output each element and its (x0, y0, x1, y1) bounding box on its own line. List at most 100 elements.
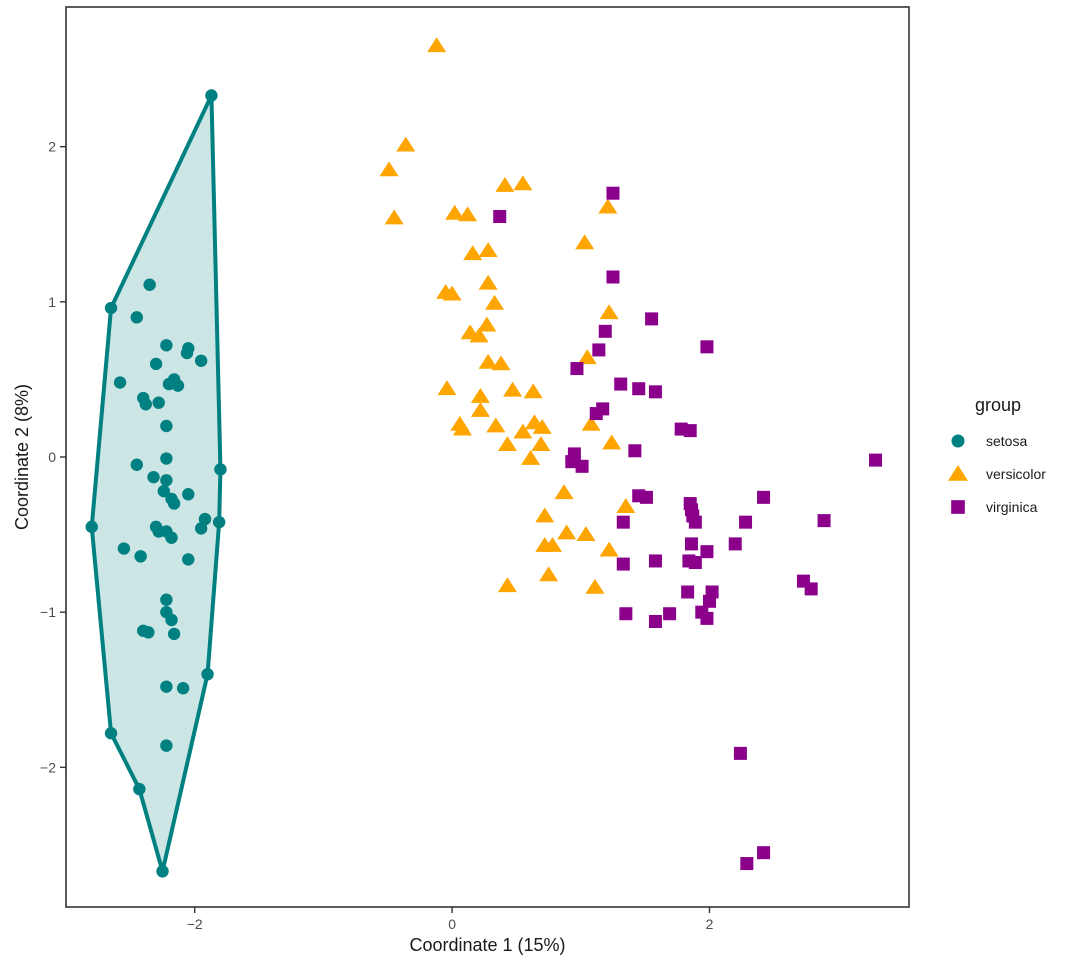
point-setosa (194, 522, 208, 535)
point-setosa (205, 89, 218, 102)
legend-key-virginica (951, 500, 965, 514)
legend-key-setosa (951, 434, 965, 448)
y-axis-ticks: −2 −1 0 1 2 (40, 139, 66, 775)
point-virginica (616, 515, 630, 529)
legend-label-setosa: setosa (986, 433, 1027, 449)
point-versicolor (535, 536, 555, 552)
point-virginica (869, 453, 883, 467)
point-virginica (728, 537, 742, 551)
point-virginica (804, 582, 818, 596)
point-versicolor (384, 209, 404, 225)
point-virginica (700, 545, 714, 559)
point-virginica (565, 455, 579, 469)
point-virginica (648, 385, 662, 399)
point-versicolor (379, 161, 399, 177)
point-virginica (628, 444, 642, 458)
x-axis-title: Coordinate 1 (15%) (409, 935, 565, 955)
point-versicolor (554, 484, 574, 500)
point-versicolor (477, 316, 497, 332)
point-setosa (212, 515, 226, 529)
legend-label-versicolor: versicolor (986, 466, 1046, 482)
y-tick-label: −1 (40, 604, 56, 620)
point-virginica (700, 611, 714, 625)
point-versicolor (470, 387, 490, 403)
point-virginica (757, 846, 771, 860)
point-setosa (157, 484, 171, 498)
point-virginica (740, 857, 754, 871)
point-virginica (598, 324, 612, 338)
point-versicolor (485, 294, 505, 310)
point-versicolor (491, 355, 511, 371)
point-virginica (648, 554, 662, 568)
point-setosa (147, 470, 160, 484)
point-versicolor (478, 353, 498, 369)
point-setosa (176, 682, 190, 695)
point-virginica (681, 585, 695, 599)
point-virginica (639, 490, 653, 504)
point-versicolor (478, 242, 498, 257)
point-virginica (645, 312, 659, 326)
point-versicolor (495, 176, 515, 192)
point-setosa (149, 357, 163, 371)
point-setosa (117, 542, 131, 555)
point-setosa (182, 488, 195, 501)
point-versicolor (575, 234, 595, 250)
point-setosa (194, 354, 208, 367)
point-virginica (589, 407, 603, 421)
point-virginica (619, 607, 633, 621)
x-tick-label: −2 (187, 916, 203, 932)
point-virginica (614, 377, 628, 391)
x-tick-label: 0 (448, 916, 456, 932)
point-setosa (113, 376, 127, 389)
point-setosa (160, 339, 173, 352)
point-versicolor (445, 204, 465, 220)
point-setosa (160, 593, 173, 606)
point-versicolor (532, 419, 552, 434)
legend-title: group (975, 395, 1021, 415)
point-virginica (632, 382, 646, 396)
point-setosa (214, 463, 227, 476)
point-versicolor (557, 524, 577, 540)
y-tick-label: 0 (48, 449, 56, 465)
point-versicolor (539, 566, 559, 582)
hull-layer (89, 93, 223, 874)
point-virginica (592, 343, 606, 357)
point-setosa (104, 727, 118, 740)
x-axis-ticks: −2 0 2 (187, 907, 714, 932)
point-versicolor (470, 401, 490, 417)
point-versicolor (585, 578, 605, 594)
point-setosa (160, 739, 173, 752)
point-setosa (198, 512, 212, 526)
point-versicolor (463, 245, 483, 261)
point-virginica (733, 746, 747, 760)
point-setosa (180, 346, 194, 360)
point-setosa (167, 627, 181, 641)
point-versicolor (497, 577, 517, 593)
point-versicolor (478, 274, 498, 290)
point-setosa (167, 497, 181, 510)
points-layer (85, 37, 883, 878)
point-setosa (165, 531, 178, 544)
point-virginica (757, 490, 771, 504)
point-setosa (160, 680, 173, 693)
point-versicolor (513, 423, 533, 439)
point-versicolor (503, 381, 523, 397)
y-axis-title: Coordinate 2 (8%) (12, 384, 32, 530)
point-setosa (104, 301, 118, 315)
point-setosa (143, 278, 156, 291)
point-virginica (703, 594, 717, 608)
point-versicolor (576, 526, 596, 541)
point-versicolor (513, 175, 533, 191)
point-virginica (682, 554, 696, 568)
point-virginica (616, 557, 630, 571)
point-virginica (700, 340, 714, 354)
y-tick-label: 2 (48, 139, 56, 155)
point-virginica (684, 537, 698, 551)
point-versicolor (581, 415, 601, 431)
point-setosa (165, 613, 178, 627)
point-virginica (575, 459, 589, 473)
x-tick-label: 2 (706, 916, 714, 932)
point-versicolor (523, 383, 543, 399)
point-versicolor (452, 420, 472, 436)
point-versicolor (458, 206, 478, 222)
